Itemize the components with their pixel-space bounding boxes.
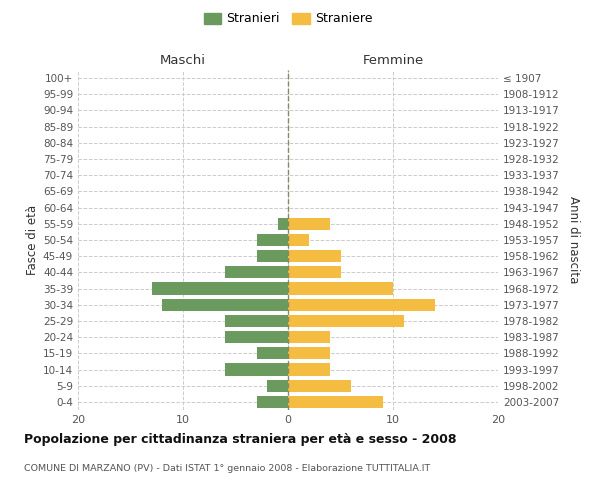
Bar — [267, 380, 288, 392]
Bar — [288, 315, 404, 327]
Bar — [288, 396, 383, 408]
Bar — [225, 315, 288, 327]
Bar — [225, 364, 288, 376]
Bar — [257, 234, 288, 246]
Bar — [162, 298, 288, 311]
Text: COMUNE DI MARZANO (PV) - Dati ISTAT 1° gennaio 2008 - Elaborazione TUTTITALIA.IT: COMUNE DI MARZANO (PV) - Dati ISTAT 1° g… — [24, 464, 430, 473]
Bar — [257, 396, 288, 408]
Text: Femmine: Femmine — [362, 54, 424, 67]
Y-axis label: Fasce di età: Fasce di età — [26, 205, 39, 275]
Legend: Stranieri, Straniere: Stranieri, Straniere — [200, 8, 376, 29]
Bar — [288, 298, 435, 311]
Bar — [257, 250, 288, 262]
Bar — [257, 348, 288, 360]
Bar — [288, 234, 309, 246]
Bar — [288, 250, 341, 262]
Bar — [225, 331, 288, 343]
Text: Maschi: Maschi — [160, 54, 206, 67]
Bar — [225, 266, 288, 278]
Y-axis label: Anni di nascita: Anni di nascita — [566, 196, 580, 284]
Bar — [288, 348, 330, 360]
Bar — [288, 364, 330, 376]
Text: Popolazione per cittadinanza straniera per età e sesso - 2008: Popolazione per cittadinanza straniera p… — [24, 432, 457, 446]
Bar — [288, 218, 330, 230]
Bar — [288, 380, 351, 392]
Bar — [288, 331, 330, 343]
Bar — [277, 218, 288, 230]
Bar — [151, 282, 288, 294]
Bar — [288, 282, 393, 294]
Bar — [288, 266, 341, 278]
